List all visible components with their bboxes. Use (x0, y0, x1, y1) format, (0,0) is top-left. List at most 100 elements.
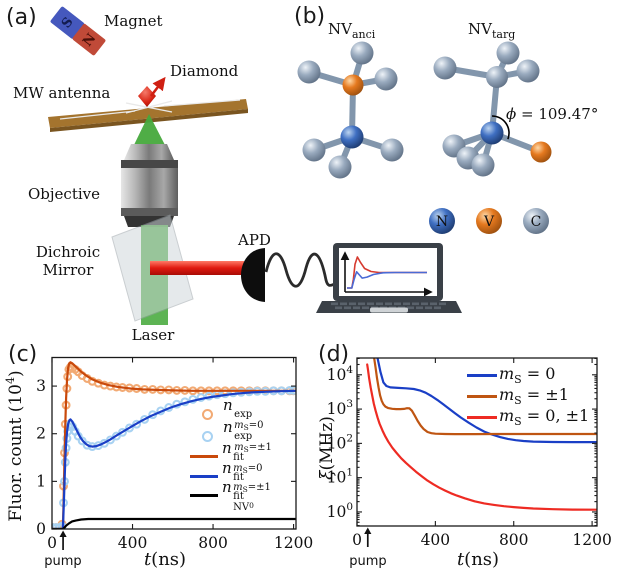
chart-c-ylabel: Fluor. count (104) (4, 370, 26, 522)
y-tick-label: 2 (36, 425, 46, 443)
legend-item: n exp mS=0 (189, 396, 272, 431)
x-tick-label: 400 (421, 531, 451, 549)
pump-arrowhead (59, 530, 67, 537)
objective-illustration (121, 144, 178, 227)
x-tick-label: 0 (352, 531, 362, 549)
panel-label-b: (b) (294, 4, 326, 29)
x-tick-label: 400 (118, 534, 148, 552)
y-tick-label: 1 (36, 472, 46, 490)
carbon-atom (433, 56, 457, 80)
curve-fit_ms0 (52, 361, 296, 529)
y-tick-label: 0 (36, 520, 46, 538)
curve-ms0 (376, 358, 597, 444)
legend-line-marker (190, 474, 218, 478)
carbon-atom (374, 67, 398, 91)
legend-letter-c: C (531, 214, 542, 230)
carbon-atom (350, 41, 374, 65)
x-tick-label: 0 (47, 534, 57, 552)
legend-line-marker (190, 455, 218, 459)
x-tick-label: 800 (499, 531, 529, 549)
ticks (356, 357, 597, 527)
chart-d-ylabel: ξ(MHz) (317, 416, 337, 480)
atom-color-legend: N V C (429, 208, 549, 234)
dichroic-mirror-label: Dichroic Mirror (35, 243, 101, 279)
legend-letter-n: N (436, 214, 448, 230)
y-tick-label: 3 (36, 377, 46, 395)
y-tick-label: 103 (327, 398, 353, 418)
magnet-illustration: S N (50, 6, 106, 56)
panel-label-d: (d) (318, 342, 350, 367)
bond-angle-label: ϕ = 109.47° (506, 105, 599, 123)
laptop-curve (347, 270, 427, 289)
molecule-nv-anci (297, 41, 404, 179)
legend-scatter-marker (202, 408, 213, 420)
legend-sphere-v (476, 208, 502, 234)
carbon-atom (471, 153, 495, 177)
laser-label: Laser (131, 326, 175, 344)
curve-fit_ms1 (52, 389, 296, 529)
panel-label-a: (a) (6, 5, 37, 30)
legend-line-marker (190, 494, 218, 498)
vacancy-atom (342, 74, 364, 96)
laptop-touchpad (370, 307, 408, 313)
legend-item: n fit NV0 (189, 478, 272, 513)
magnet-label: Magnet (104, 12, 163, 30)
legend-item: mS = 0, ±1 (467, 406, 589, 429)
panel-label-c: (c) (8, 342, 38, 367)
x-tick-label: 1200 (572, 531, 611, 549)
legend-item: mS = ±1 (467, 385, 589, 408)
carbon-atom (380, 138, 404, 162)
axes-box (356, 357, 598, 527)
carbon-atom (297, 60, 321, 84)
curve-ms0_pm1 (366, 363, 597, 511)
legend-scatter-marker (202, 430, 213, 442)
bond-angle-arc (491, 115, 510, 140)
nitrogen-atom (480, 121, 504, 145)
legend-item: mS = 0 (467, 364, 589, 387)
nv-anci-label: NVanci (328, 20, 376, 41)
curve-ms_pm1 (373, 358, 597, 436)
legend-sphere-c (523, 208, 549, 234)
molecule-nv-targ (433, 41, 552, 177)
vacancy-atom (530, 141, 552, 163)
carbon-atom (302, 138, 326, 162)
laser-cone (133, 114, 166, 147)
laptop (316, 243, 462, 313)
y-tick-label: 100 (327, 501, 353, 521)
plot-area-d (366, 358, 597, 511)
mw-antenna-label: MW antenna (13, 84, 111, 102)
chart-c: 0 400 800 1200 0 1 2 3 (36, 356, 313, 552)
signal-cable (264, 252, 336, 288)
red-beam (150, 261, 244, 275)
antenna-traces (59, 99, 241, 120)
chart-d-legend: mS = 0 mS = ±1 mS = 0, ±1 (467, 364, 589, 429)
diamond-label: Diamond (170, 62, 239, 80)
legend-item: n fit mS=0 (189, 439, 272, 474)
carbon-atom (328, 155, 352, 179)
chart-c-xlabel: t(ns) (143, 549, 187, 570)
x-tick-label: 1200 (274, 534, 313, 552)
nitrogen-atom (340, 125, 364, 149)
legend-letter-v: V (483, 214, 495, 230)
chart-c-pump-label: pump (44, 554, 82, 569)
pump-arrowhead (364, 527, 372, 534)
laptop-screen-plot (340, 251, 433, 297)
legend-sphere-n (429, 208, 455, 234)
carbon-atom (516, 59, 540, 83)
curve-fit_nv0 (52, 517, 296, 529)
nv-targ-label: NVtarg (468, 20, 516, 41)
apd-label: APD (238, 231, 271, 249)
legend-item: n fit mS=±1 (189, 459, 272, 494)
x-tick-label: 800 (198, 534, 228, 552)
carbon-atom (486, 66, 508, 88)
legend-line-marker (467, 374, 497, 377)
chart-d-pump-label: pump (349, 554, 387, 569)
axes-box (51, 356, 297, 530)
diamond-marker (138, 76, 166, 107)
spin-arrow (149, 76, 166, 97)
objective-label: Objective (28, 185, 101, 203)
legend-line-marker (467, 416, 497, 419)
ticks (51, 357, 296, 530)
